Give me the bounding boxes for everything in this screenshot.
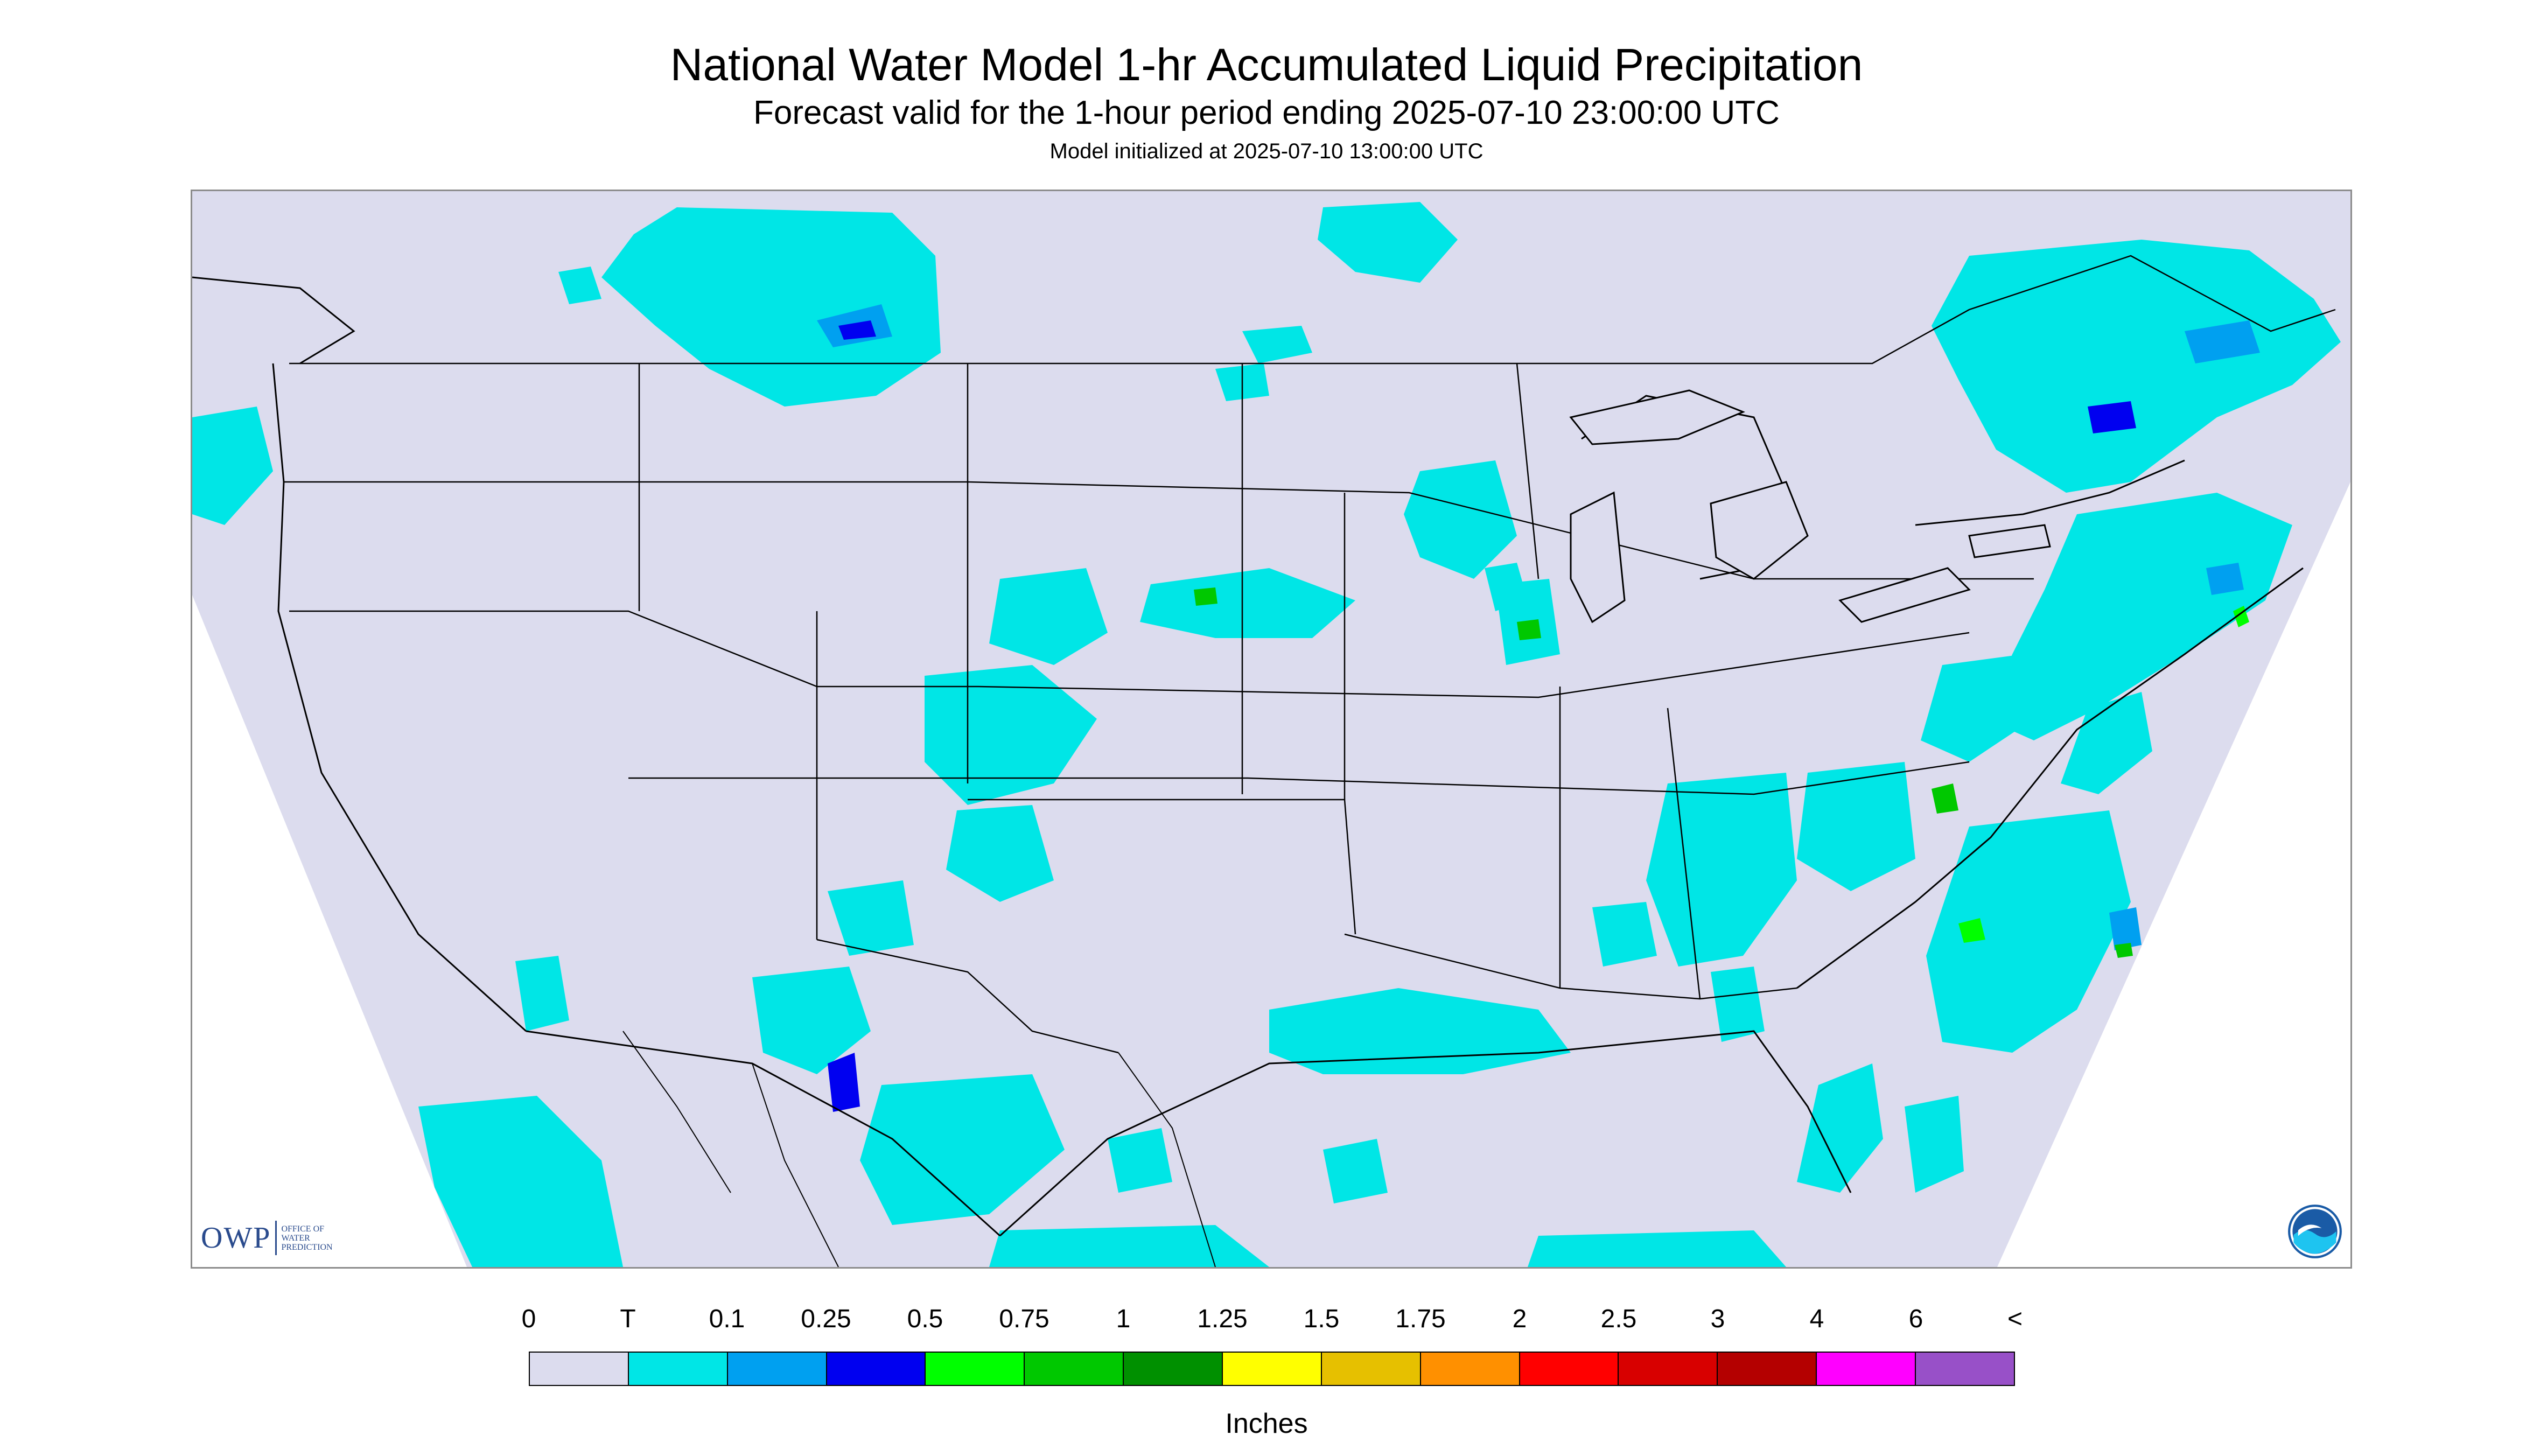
legend-swatch — [827, 1353, 926, 1385]
legend-swatch — [926, 1353, 1025, 1385]
legend-tick-label: 0 — [521, 1305, 536, 1333]
legend-swatch — [1718, 1353, 1817, 1385]
legend-swatch — [1025, 1353, 1124, 1385]
legend-swatch — [727, 1353, 827, 1385]
legend-swatch — [1520, 1353, 1619, 1385]
legend-swatch — [1421, 1353, 1520, 1385]
legend-tick-label: 0.1 — [709, 1305, 745, 1333]
legend-tick-label: 2 — [1512, 1305, 1527, 1333]
legend-unit-label: Inches — [1225, 1408, 1308, 1439]
mexico-outline — [622, 1031, 1216, 1267]
legend-color-bar — [529, 1352, 2015, 1386]
legend-tick-label: 3 — [1710, 1305, 1725, 1333]
legend-swatch — [530, 1353, 629, 1385]
legend-swatch — [1124, 1353, 1223, 1385]
legend-swatch — [1223, 1353, 1322, 1385]
great-lakes — [1569, 389, 2051, 624]
legend-tick-label: 6 — [1908, 1305, 1923, 1333]
legend-tick-label: 1.25 — [1197, 1305, 1248, 1333]
legend-tick-label: 0.5 — [907, 1305, 943, 1333]
legend-tick-label: 0.75 — [999, 1305, 1049, 1333]
legend-tick-label: T — [620, 1305, 636, 1333]
legend-swatch — [1321, 1353, 1421, 1385]
legend-swatch — [1916, 1353, 2014, 1385]
owp-logo-divider — [275, 1221, 277, 1255]
map-domain — [192, 191, 2350, 1267]
coastlines — [192, 276, 2304, 1237]
state-boundaries — [284, 255, 2336, 1054]
map-panel: OWP Office of Water Prediction — [191, 190, 2352, 1269]
noaa-logo-icon — [2288, 1205, 2342, 1258]
legend-tick-label: 2.5 — [1600, 1305, 1637, 1333]
legend-tick-label: 4 — [1809, 1305, 1824, 1333]
legend-tick-label: 1.75 — [1395, 1305, 1446, 1333]
precipitation-map — [192, 191, 2350, 1267]
legend-swatch — [628, 1353, 728, 1385]
owp-logo-text: Office of Water Prediction — [281, 1224, 332, 1252]
owp-logo-mark: OWP — [201, 1221, 271, 1255]
legend-tick-labels: 0 T 0.1 0.25 0.5 0.75 1 1.25 1.5 1.75 2 2.5 3 4 6 < — [522, 1303, 2023, 1341]
legend-swatch — [1817, 1353, 1916, 1385]
model-init-time: Model initialized at 2025-07-10 13:00:00… — [1049, 139, 1484, 163]
legend-tick-label: 1 — [1116, 1305, 1131, 1333]
legend-tick-label: 1.5 — [1303, 1305, 1340, 1333]
map-subtitle: Forecast valid for the 1-hour period end… — [753, 94, 1780, 131]
legend-tick-label: < — [2007, 1305, 2023, 1333]
owp-logo: OWP Office of Water Prediction — [201, 1216, 333, 1259]
legend-swatch — [1619, 1353, 1718, 1385]
legend-tick-label: 0.25 — [801, 1305, 851, 1333]
map-title: National Water Model 1-hr Accumulated Li… — [670, 39, 1863, 90]
owp-logo-line: Office of — [281, 1224, 325, 1234]
owp-logo-line: Water — [281, 1233, 310, 1243]
owp-logo-line: Prediction — [281, 1242, 333, 1252]
